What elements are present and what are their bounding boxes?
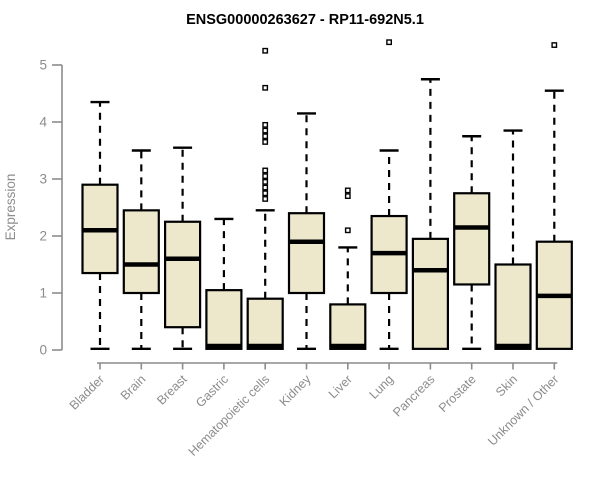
x-category-label: Prostate [436, 372, 479, 415]
outlier-point [344, 193, 351, 199]
x-category-label: Kidney [277, 372, 314, 409]
x-category-label: Hematopoietic cells [186, 372, 273, 459]
y-tick-label: 1 [39, 286, 47, 301]
box-kidney [287, 212, 326, 295]
box-pancreas [411, 237, 449, 350]
box-skin [494, 263, 532, 350]
outlier-point [262, 196, 269, 202]
outlier-point [262, 173, 269, 180]
outlier-point [262, 121, 269, 128]
outlier-point [262, 178, 269, 185]
outlier-point [262, 139, 269, 145]
outlier-point [262, 84, 269, 91]
x-category-label: Brain [118, 372, 149, 403]
box-brain [122, 209, 160, 295]
outlier-point [262, 184, 269, 191]
x-category-label: Skin [493, 372, 520, 399]
x-category-label: Gastric [193, 372, 231, 410]
box-liver [329, 303, 367, 350]
box-hematopoietic-cells [246, 297, 284, 350]
outlier-point [262, 47, 269, 54]
box-gastric [205, 289, 243, 350]
outlier-point [262, 127, 269, 134]
x-category-label: Pancreas [390, 372, 437, 419]
outlier-point [551, 42, 558, 48]
box-breast [164, 220, 202, 329]
y-tick-label: 0 [39, 343, 47, 358]
y-tick-label: 3 [39, 172, 47, 187]
chart-title: ENSG00000263627 - RP11-692N5.1 [186, 12, 424, 28]
y-axis-label: Expression [3, 174, 18, 241]
outlier-point [386, 39, 392, 46]
plot-area: 0 1 2 3 4 5 Bladder Brain Breast GastricHematopoi… [39, 39, 573, 459]
y-tick-label: 4 [39, 115, 47, 130]
outlier-point [262, 167, 269, 174]
y-tick-label: 2 [39, 229, 47, 244]
x-category-label: Unknown / Other [485, 372, 561, 448]
outlier-point [344, 227, 351, 234]
x-category-label: Lung [367, 372, 397, 402]
y-tick-label: 5 [39, 58, 47, 73]
box-prostate [453, 192, 491, 286]
x-category-label: Breast [154, 372, 190, 408]
x-category-label: Bladder [67, 372, 107, 412]
outlier-point [262, 190, 269, 197]
outlier-point [262, 133, 269, 140]
x-category-label: Liver [326, 372, 355, 401]
outlier-point [344, 187, 351, 194]
